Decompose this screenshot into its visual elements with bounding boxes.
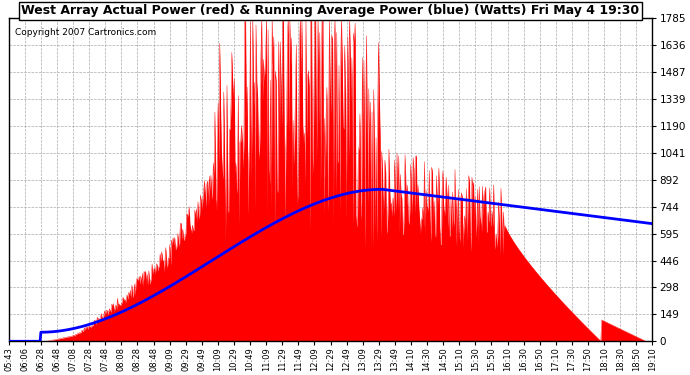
Title: West Array Actual Power (red) & Running Average Power (blue) (Watts) Fri May 4 1: West Array Actual Power (red) & Running …	[21, 4, 640, 17]
Text: Copyright 2007 Cartronics.com: Copyright 2007 Cartronics.com	[15, 28, 157, 37]
